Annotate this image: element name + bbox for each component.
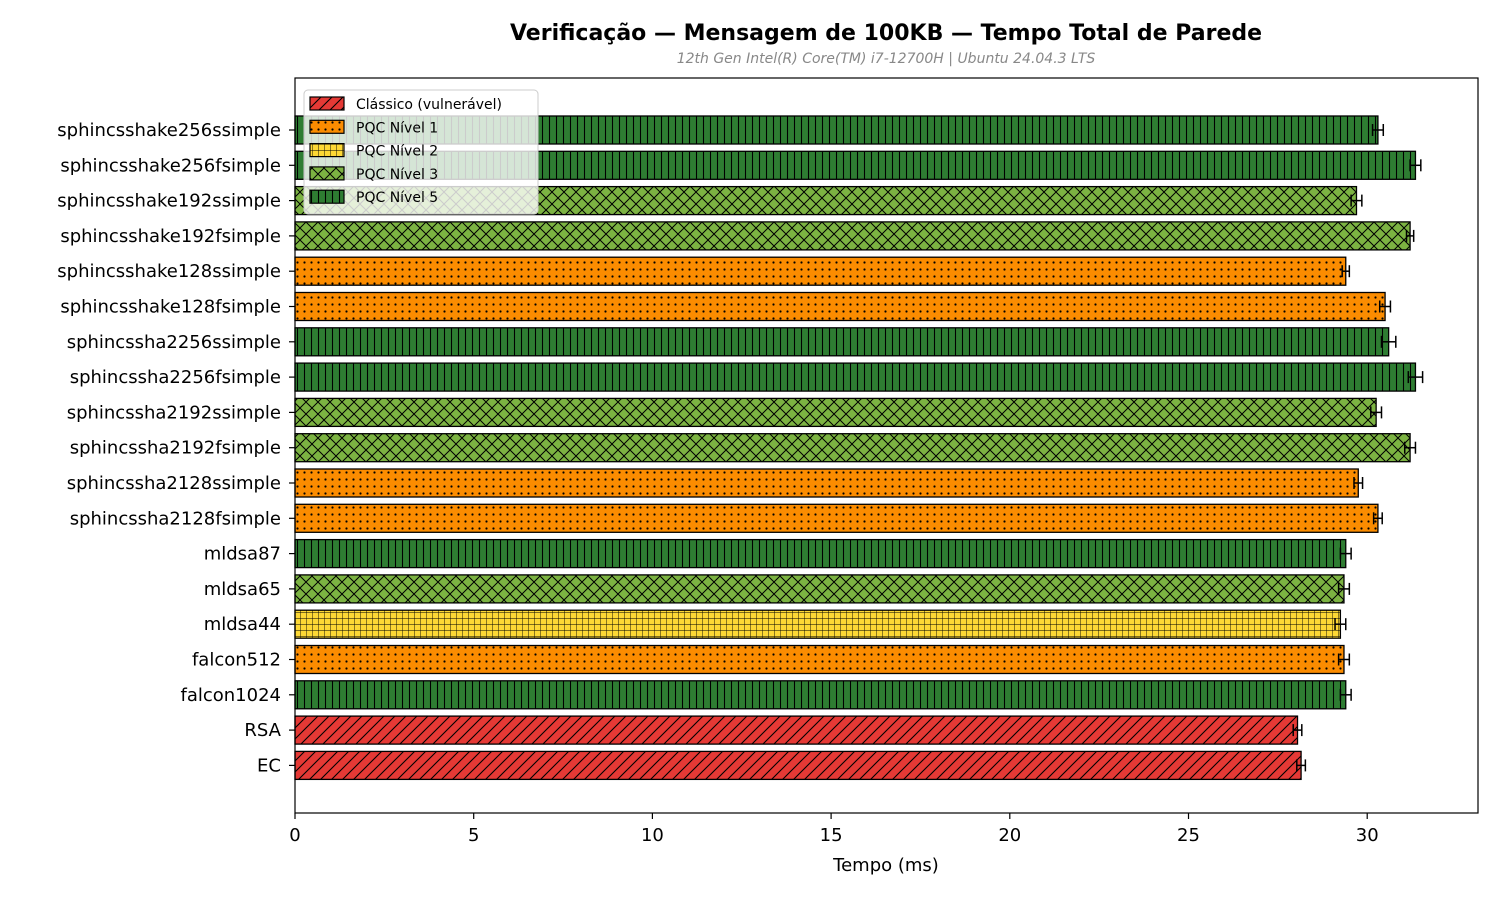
error-bar-mldsa87 xyxy=(1339,547,1352,560)
legend-item: PQC Nível 3 xyxy=(309,166,438,183)
legend-swatch xyxy=(309,166,345,181)
y-tick-label: sphincsshake256ssimple xyxy=(57,120,281,141)
legend-label: PQC Nível 1 xyxy=(356,120,438,136)
x-axis-label: Tempo (ms) xyxy=(832,855,939,876)
x-tick-label: 20 xyxy=(998,825,1021,846)
y-tick-label: sphincsshake128ssimple xyxy=(57,261,281,282)
bar-sphincsshake128fsimple xyxy=(294,291,1386,322)
error-bar-sphincsshake256fsimple xyxy=(1409,159,1422,172)
bar-falcon1024 xyxy=(294,680,1347,710)
y-tick-label: sphincsshake192ssimple xyxy=(57,191,281,212)
bar-RSA xyxy=(294,715,1299,745)
y-tick-label: sphincsshake192fsimple xyxy=(60,226,281,247)
x-tick-label: 5 xyxy=(468,825,479,846)
y-tick-label: sphincssha2128ssimple xyxy=(67,473,281,494)
error-bar-sphincsshake192ssimple xyxy=(1350,194,1363,207)
error-bar-mldsa44 xyxy=(1334,618,1347,631)
error-bar-falcon1024 xyxy=(1339,688,1352,701)
y-tick-label: falcon512 xyxy=(192,650,281,671)
bar-sphincssha2256ssimple xyxy=(294,327,1390,357)
bar-sphincssha2128ssimple xyxy=(294,468,1359,498)
y-tick-label: mldsa65 xyxy=(204,579,281,600)
legend-label: PQC Nível 5 xyxy=(356,190,438,206)
legend-label: PQC Nível 2 xyxy=(356,144,438,160)
y-tick-label: mldsa87 xyxy=(204,544,281,565)
legend-swatch xyxy=(309,189,345,204)
bar-sphincsshake192fsimple xyxy=(294,221,1411,251)
legend-swatch xyxy=(309,96,345,111)
legend-box xyxy=(303,89,539,215)
error-bar-sphincsshake192fsimple xyxy=(1405,229,1415,242)
error-bars-layer xyxy=(1292,124,1424,772)
y-tick-label: RSA xyxy=(244,720,281,741)
bar-sphincssha2256fsimple xyxy=(294,362,1417,392)
x-tick-label: 25 xyxy=(1177,825,1200,846)
error-bar-RSA xyxy=(1292,724,1303,737)
legend: Clássico (vulnerável) PQC Nível 1 PQC Níve… xyxy=(303,89,539,215)
legend-swatch xyxy=(309,143,345,158)
y-tick-label: sphincssha2256ssimple xyxy=(67,332,281,353)
plot-frame xyxy=(294,77,1479,814)
y-tick-label: sphincsshake128fsimple xyxy=(60,297,281,318)
bar-sphincsshake128ssimple xyxy=(294,256,1347,286)
bar-mldsa65 xyxy=(294,574,1345,604)
legend-item: PQC Nível 5 xyxy=(309,189,438,206)
error-bar-sphincssha2192ssimple xyxy=(1370,406,1383,419)
error-bar-sphincssha2256fsimple xyxy=(1407,371,1424,384)
x-tick-label: 30 xyxy=(1356,825,1379,846)
bar-EC xyxy=(294,750,1302,781)
x-tick-label: 0 xyxy=(289,825,300,846)
chart-title: Verificação — Mensagem de 100KB — Tempo … xyxy=(510,21,1262,46)
y-tick-label: sphincsshake256fsimple xyxy=(60,155,281,176)
y-tick-label: sphincssha2192fsimple xyxy=(70,438,281,459)
y-tick-label: EC xyxy=(257,755,281,776)
bar-sphincssha2192ssimple xyxy=(294,397,1377,428)
y-tick-label: falcon1024 xyxy=(181,685,282,706)
y-tick-label: sphincssha2128fsimple xyxy=(70,508,281,529)
bars-layer xyxy=(294,115,1417,781)
error-bar-sphincssha2256ssimple xyxy=(1380,335,1397,348)
error-bar-sphincsshake256ssimple xyxy=(1371,124,1385,136)
error-bar-sphincssha2128ssimple xyxy=(1353,477,1364,489)
y-axis: sphincsshake256ssimple sphincsshake256fsi… xyxy=(57,120,295,776)
error-bar-EC xyxy=(1296,759,1307,772)
chart-subtitle: 12th Gen Intel(R) Core(TM) i7-12700H | U… xyxy=(677,51,1096,67)
bar-sphincssha2192fsimple xyxy=(294,433,1411,463)
legend-label: Clássico (vulnerável) xyxy=(356,97,502,113)
error-bar-sphincssha2192fsimple xyxy=(1403,441,1417,454)
legend-item: PQC Nível 2 xyxy=(309,143,438,160)
y-tick-label: sphincssha2256fsimple xyxy=(70,367,281,388)
bar-mldsa44 xyxy=(294,609,1342,639)
error-bar-mldsa65 xyxy=(1337,582,1351,595)
error-bar-falcon512 xyxy=(1337,653,1351,666)
legend-label: PQC Nível 3 xyxy=(356,167,438,183)
x-axis: 0 5 10 15 20 25 30 xyxy=(289,813,1379,846)
legend-swatch xyxy=(309,119,345,134)
y-tick-label: sphincssha2192ssimple xyxy=(67,402,281,423)
error-bar-sphincsshake128fsimple xyxy=(1378,300,1392,313)
bar-sphincssha2128fsimple xyxy=(294,503,1379,533)
bar-mldsa87 xyxy=(294,538,1347,569)
legend-item: PQC Nível 1 xyxy=(309,119,438,136)
x-tick-label: 15 xyxy=(820,825,843,846)
x-tick-label: 10 xyxy=(641,825,664,846)
legend-item: Clássico (vulnerável) xyxy=(309,96,502,113)
bar-falcon512 xyxy=(294,644,1345,675)
error-bar-sphincsshake128ssimple xyxy=(1341,265,1351,278)
y-tick-label: mldsa44 xyxy=(204,614,281,635)
error-bar-sphincssha2128fsimple xyxy=(1372,512,1383,525)
